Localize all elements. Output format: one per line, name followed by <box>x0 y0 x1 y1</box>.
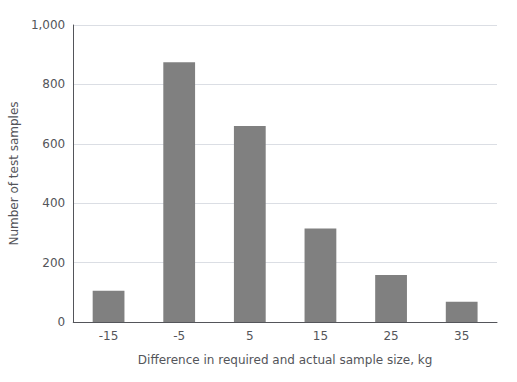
svg-text:0: 0 <box>58 315 66 329</box>
svg-text:200: 200 <box>42 256 65 270</box>
svg-text:25: 25 <box>383 329 398 343</box>
svg-text:5: 5 <box>246 329 254 343</box>
svg-text:35: 35 <box>454 329 469 343</box>
svg-text:1,000: 1,000 <box>31 18 65 32</box>
svg-text:400: 400 <box>42 196 65 210</box>
svg-text:-5: -5 <box>173 329 185 343</box>
svg-text:-15: -15 <box>99 329 119 343</box>
svg-text:Difference in required and act: Difference in required and actual sample… <box>138 353 433 367</box>
svg-text:600: 600 <box>42 137 65 151</box>
svg-text:Number of test samples: Number of test samples <box>7 101 21 245</box>
svg-text:15: 15 <box>313 329 328 343</box>
svg-text:800: 800 <box>42 77 65 91</box>
